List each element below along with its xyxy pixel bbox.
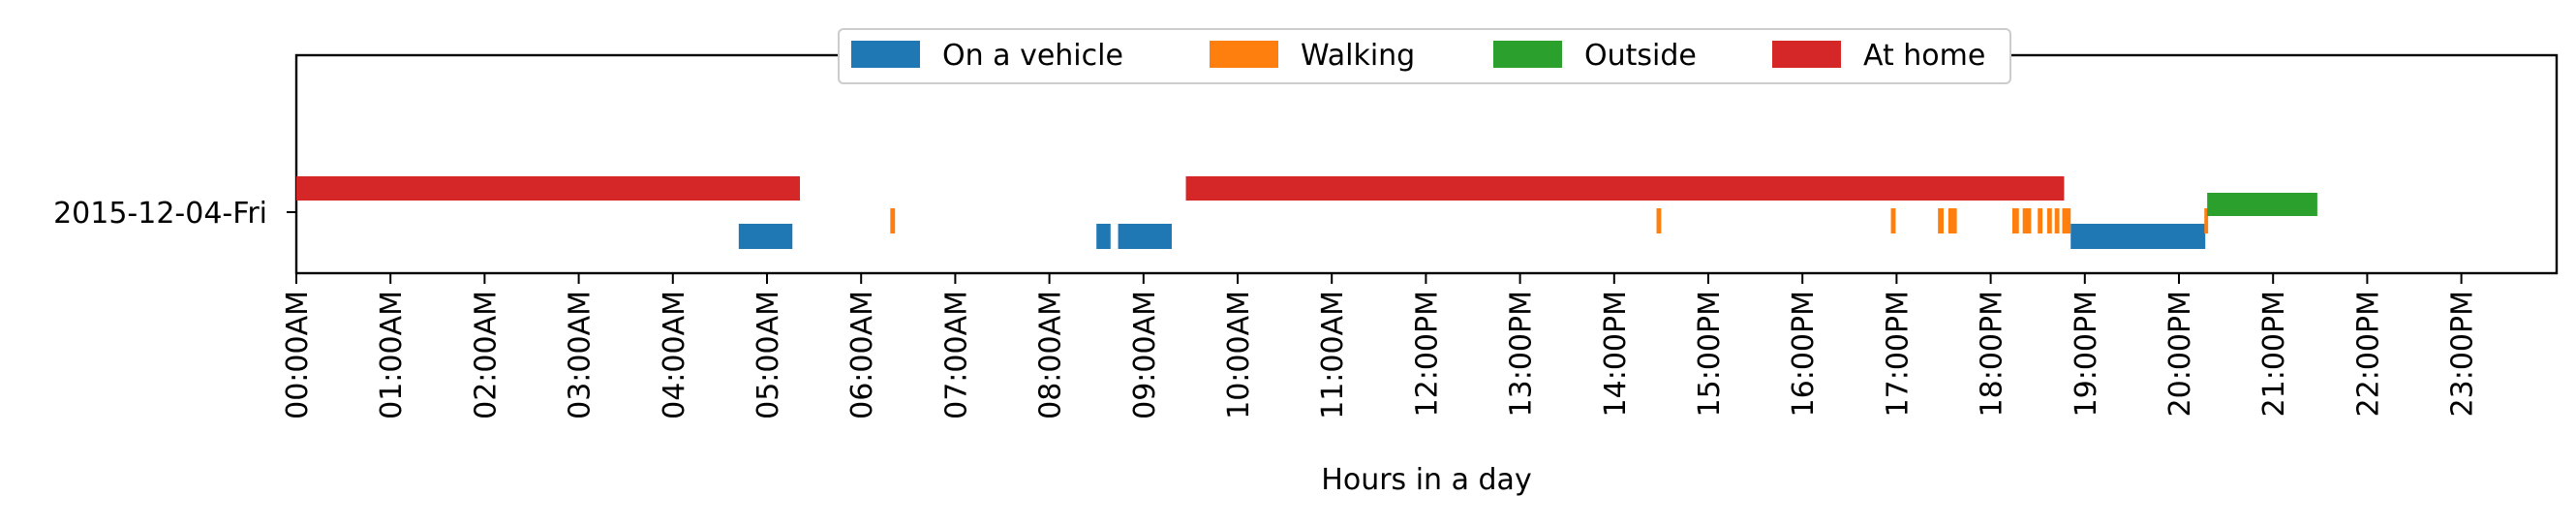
bar-at-home bbox=[1185, 176, 2065, 201]
legend-swatch-at-home bbox=[1772, 41, 1841, 68]
x-tick-label: 12:00PM bbox=[1410, 291, 1444, 417]
x-tick-label: 20:00PM bbox=[2163, 291, 2197, 417]
x-tick-label: 05:00AM bbox=[751, 291, 785, 419]
legend-label-on-a-vehicle: On a vehicle bbox=[942, 39, 1123, 73]
x-tick-label: 09:00AM bbox=[1128, 291, 1162, 419]
x-tick-label: 04:00AM bbox=[658, 291, 691, 419]
legend-swatch-walking bbox=[1210, 41, 1278, 68]
x-tick-label: 14:00PM bbox=[1599, 291, 1633, 417]
x-tick-label: 15:00PM bbox=[1693, 291, 1727, 417]
bars-layer bbox=[296, 176, 2317, 249]
x-tick-label: 10:00AM bbox=[1222, 291, 1256, 419]
x-tick-label: 02:00AM bbox=[469, 291, 503, 419]
legend-swatch-on-a-vehicle bbox=[851, 41, 920, 68]
x-tick-label: 06:00AM bbox=[845, 291, 879, 419]
x-tick-label: 08:00AM bbox=[1034, 291, 1068, 419]
x-tick-label: 21:00PM bbox=[2257, 291, 2291, 417]
bar-outside bbox=[2207, 193, 2317, 216]
legend-swatch-outside bbox=[1493, 41, 1562, 68]
bar-walking bbox=[1656, 208, 1662, 233]
bar-walking bbox=[2204, 208, 2209, 233]
bar-walking bbox=[2054, 208, 2060, 233]
legend: On a vehicle Walking Outside At home bbox=[838, 28, 2011, 84]
bar-at-home bbox=[296, 176, 801, 201]
bar-walking bbox=[2011, 208, 2019, 233]
bar-walking bbox=[1938, 208, 1944, 233]
bar-walking bbox=[2022, 208, 2032, 233]
y-tick-label: 2015-12-04-Fri bbox=[53, 197, 267, 231]
legend-frame bbox=[838, 28, 2011, 84]
x-tick-label: 01:00AM bbox=[375, 291, 409, 419]
x-axis: 00:00AM 01:00AM 02:00AM 03:00AM 04:00AM 05:00… bbox=[281, 273, 2480, 419]
bar-on-a-vehicle bbox=[1118, 224, 1172, 249]
bar-walking bbox=[1947, 208, 1957, 233]
bar-walking bbox=[2062, 208, 2071, 233]
plot-frame bbox=[294, 53, 2559, 275]
bar-walking bbox=[890, 208, 896, 233]
x-tick-label: 22:00PM bbox=[2351, 291, 2385, 417]
bar-walking bbox=[2046, 208, 2052, 233]
x-axis-label: Hours in a day bbox=[1321, 463, 1531, 497]
x-tick-label: 07:00AM bbox=[939, 291, 973, 419]
x-tick-label: 13:00PM bbox=[1505, 291, 1539, 417]
x-tick-label: 00:00AM bbox=[281, 291, 315, 419]
x-tick-label: 18:00PM bbox=[1976, 291, 2009, 417]
x-tick-label: 11:00AM bbox=[1316, 291, 1350, 419]
x-tick-label: 16:00PM bbox=[1787, 291, 1821, 417]
x-tick-label: 19:00PM bbox=[2070, 291, 2103, 417]
bar-on-a-vehicle bbox=[1096, 224, 1111, 249]
bar-on-a-vehicle bbox=[2070, 224, 2206, 249]
bar-on-a-vehicle bbox=[738, 224, 793, 249]
legend-label-outside: Outside bbox=[1584, 39, 1697, 73]
legend-label-at-home: At home bbox=[1863, 39, 1985, 73]
bar-walking bbox=[2038, 208, 2043, 233]
x-tick-label: 03:00AM bbox=[564, 291, 598, 419]
x-tick-label: 17:00PM bbox=[1881, 291, 1915, 417]
bar-walking bbox=[1890, 208, 1896, 233]
y-axis: 2015-12-04-Fri bbox=[53, 197, 296, 231]
legend-label-walking: Walking bbox=[1301, 39, 1415, 73]
x-tick-label: 23:00PM bbox=[2446, 291, 2480, 417]
